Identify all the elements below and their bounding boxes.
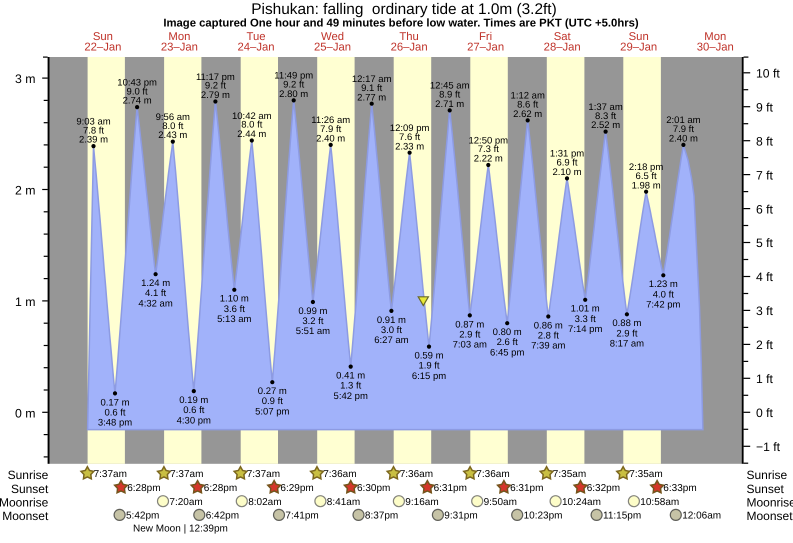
- svg-text:10:23pm: 10:23pm: [524, 511, 563, 522]
- svg-text:2.77 m: 2.77 m: [357, 92, 386, 103]
- svg-text:10:58am: 10:58am: [640, 497, 679, 508]
- svg-text:7:20am: 7:20am: [169, 497, 202, 508]
- svg-text:4 ft: 4 ft: [756, 270, 774, 284]
- svg-text:7:36am: 7:36am: [323, 469, 356, 480]
- svg-text:8 ft: 8 ft: [756, 134, 774, 148]
- svg-text:9:50am: 9:50am: [484, 497, 517, 508]
- svg-text:4:30 pm: 4:30 pm: [177, 415, 211, 426]
- svg-text:1.98 m: 1.98 m: [632, 180, 661, 191]
- svg-text:10:24am: 10:24am: [562, 497, 601, 508]
- svg-text:2.33 m: 2.33 m: [395, 141, 424, 152]
- svg-text:3 ft: 3 ft: [756, 304, 774, 318]
- svg-text:Image captured One hour and 49: Image captured One hour and 49 minutes b…: [163, 18, 639, 30]
- svg-text:9:16am: 9:16am: [405, 497, 438, 508]
- svg-text:8:02am: 8:02am: [248, 497, 281, 508]
- svg-text:Moonrise: Moonrise: [747, 496, 793, 510]
- svg-text:7:37am: 7:37am: [170, 469, 203, 480]
- svg-text:9:31pm: 9:31pm: [444, 511, 477, 522]
- svg-text:5:07 pm: 5:07 pm: [255, 406, 289, 417]
- svg-text:Sunrise: Sunrise: [747, 468, 788, 482]
- svg-text:7:35am: 7:35am: [629, 469, 662, 480]
- svg-text:7:39 am: 7:39 am: [531, 341, 565, 352]
- svg-text:8:41am: 8:41am: [327, 497, 360, 508]
- svg-text:New Moon | 12:39pm: New Moon | 12:39pm: [133, 524, 228, 535]
- svg-text:2.39 m: 2.39 m: [79, 135, 108, 146]
- svg-text:27–Jan: 27–Jan: [467, 42, 504, 54]
- svg-text:0 ft: 0 ft: [756, 406, 774, 420]
- svg-text:6:28pm: 6:28pm: [204, 483, 237, 494]
- svg-text:2.40 m: 2.40 m: [669, 134, 698, 145]
- svg-text:−1 ft: −1 ft: [756, 440, 781, 454]
- svg-text:10 ft: 10 ft: [756, 67, 780, 81]
- svg-text:8:17 am: 8:17 am: [610, 339, 644, 350]
- svg-text:7 ft: 7 ft: [756, 168, 774, 182]
- svg-text:2.22 m: 2.22 m: [474, 154, 503, 165]
- svg-text:6:27 am: 6:27 am: [374, 335, 408, 346]
- svg-text:6:30pm: 6:30pm: [357, 483, 390, 494]
- svg-text:6:32pm: 6:32pm: [587, 483, 620, 494]
- svg-text:7:37am: 7:37am: [247, 469, 280, 480]
- svg-text:6:42pm: 6:42pm: [206, 511, 239, 522]
- svg-text:6:31pm: 6:31pm: [510, 483, 543, 494]
- svg-text:28–Jan: 28–Jan: [544, 42, 581, 54]
- svg-text:2.62 m: 2.62 m: [513, 109, 542, 120]
- svg-text:7:36am: 7:36am: [476, 469, 509, 480]
- svg-text:1 m: 1 m: [15, 295, 36, 309]
- svg-text:4:32 am: 4:32 am: [138, 298, 172, 309]
- svg-text:7:37am: 7:37am: [94, 469, 127, 480]
- svg-text:Pishukan: falling ordinary ti: Pishukan: falling ordinary tide at 1.0m …: [251, 1, 556, 18]
- svg-text:6 ft: 6 ft: [756, 202, 774, 216]
- svg-text:5 ft: 5 ft: [756, 236, 774, 250]
- svg-text:6:29pm: 6:29pm: [280, 483, 313, 494]
- svg-text:7:42 pm: 7:42 pm: [646, 300, 680, 311]
- svg-text:23–Jan: 23–Jan: [161, 42, 198, 54]
- svg-text:29–Jan: 29–Jan: [620, 42, 657, 54]
- svg-text:30–Jan: 30–Jan: [697, 42, 734, 54]
- svg-text:7:41pm: 7:41pm: [285, 511, 318, 522]
- svg-text:2.43 m: 2.43 m: [158, 130, 187, 141]
- svg-text:6:33pm: 6:33pm: [663, 483, 696, 494]
- svg-text:2 ft: 2 ft: [756, 338, 774, 352]
- svg-text:2.74 m: 2.74 m: [123, 96, 152, 107]
- svg-text:24–Jan: 24–Jan: [237, 42, 274, 54]
- svg-text:2.79 m: 2.79 m: [201, 90, 230, 101]
- svg-text:7:03 am: 7:03 am: [453, 340, 487, 351]
- svg-text:12:06am: 12:06am: [682, 511, 721, 522]
- svg-text:11:15pm: 11:15pm: [603, 511, 641, 522]
- svg-text:3 m: 3 m: [15, 72, 36, 86]
- svg-text:Moonset: Moonset: [747, 509, 793, 523]
- svg-text:2.71 m: 2.71 m: [435, 99, 464, 110]
- svg-text:6:28pm: 6:28pm: [127, 483, 160, 494]
- svg-text:Moonset: Moonset: [2, 509, 49, 523]
- svg-text:2.44 m: 2.44 m: [237, 129, 266, 140]
- svg-text:Sunset: Sunset: [747, 482, 785, 496]
- svg-text:Sunset: Sunset: [11, 482, 49, 496]
- svg-text:26–Jan: 26–Jan: [391, 42, 428, 54]
- svg-text:2.52 m: 2.52 m: [591, 120, 620, 131]
- svg-text:6:45 pm: 6:45 pm: [490, 347, 524, 358]
- svg-text:7:35am: 7:35am: [553, 469, 586, 480]
- svg-text:3:48 pm: 3:48 pm: [98, 418, 132, 429]
- svg-text:22–Jan: 22–Jan: [84, 42, 121, 54]
- svg-text:9 ft: 9 ft: [756, 100, 774, 114]
- svg-text:2.40 m: 2.40 m: [316, 134, 345, 145]
- svg-text:Sunrise: Sunrise: [8, 468, 49, 482]
- svg-text:1 ft: 1 ft: [756, 372, 774, 386]
- svg-text:5:42 pm: 5:42 pm: [334, 391, 368, 402]
- svg-text:6:31pm: 6:31pm: [434, 483, 467, 494]
- svg-text:5:51 am: 5:51 am: [296, 326, 330, 337]
- svg-text:2.80 m: 2.80 m: [279, 89, 308, 100]
- svg-text:Moonrise: Moonrise: [0, 496, 49, 510]
- svg-text:0 m: 0 m: [15, 406, 36, 420]
- svg-text:25–Jan: 25–Jan: [314, 42, 351, 54]
- svg-text:8:37pm: 8:37pm: [365, 511, 398, 522]
- svg-text:5:42pm: 5:42pm: [126, 511, 159, 522]
- svg-text:2.10 m: 2.10 m: [552, 167, 581, 178]
- svg-text:5:13 am: 5:13 am: [217, 314, 251, 325]
- svg-text:7:14 pm: 7:14 pm: [568, 324, 602, 335]
- svg-text:6:15 pm: 6:15 pm: [412, 371, 446, 382]
- svg-text:2 m: 2 m: [15, 184, 36, 198]
- svg-text:7:36am: 7:36am: [400, 469, 433, 480]
